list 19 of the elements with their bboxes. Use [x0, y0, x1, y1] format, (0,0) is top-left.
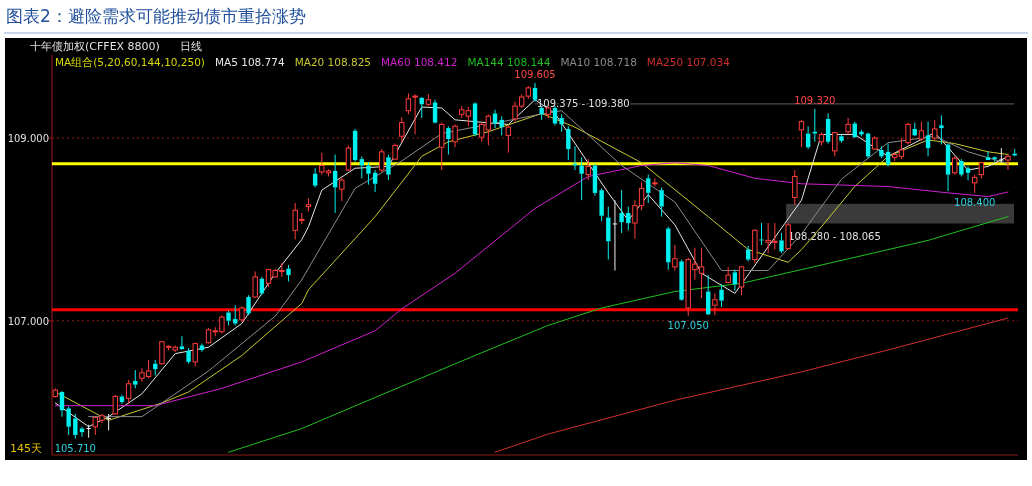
text: MA5 108.774 — [214, 56, 285, 68]
chart-subtitle: 十年债加权(CFFEX 8800) — [30, 40, 160, 53]
text: MA60 108.412 — [381, 56, 458, 68]
annotation: 108.400 — [954, 196, 996, 208]
ytick: 109.000 — [7, 133, 49, 145]
annotation: 109.605 — [514, 68, 556, 80]
text: 145天 — [10, 442, 42, 455]
text: 日线 — [179, 40, 202, 53]
annotation: 105.710 — [54, 442, 96, 454]
text: MA144 108.144 — [467, 56, 551, 68]
text: MA20 108.825 — [294, 56, 372, 68]
legend-title: MA组合(5,20,60,144,10,250) — [55, 56, 205, 68]
annotation: 109.320 — [794, 94, 836, 106]
annotation: 107.050 — [667, 320, 709, 332]
chart-title: 图表2：避险需求可能推动债市重拾涨势 — [6, 6, 306, 26]
ytick: 107.000 — [7, 315, 49, 327]
text: MA10 108.718 — [560, 56, 637, 68]
text: MA250 107.034 — [646, 56, 731, 68]
band-label: 109.375 - 109.380 — [537, 98, 630, 110]
